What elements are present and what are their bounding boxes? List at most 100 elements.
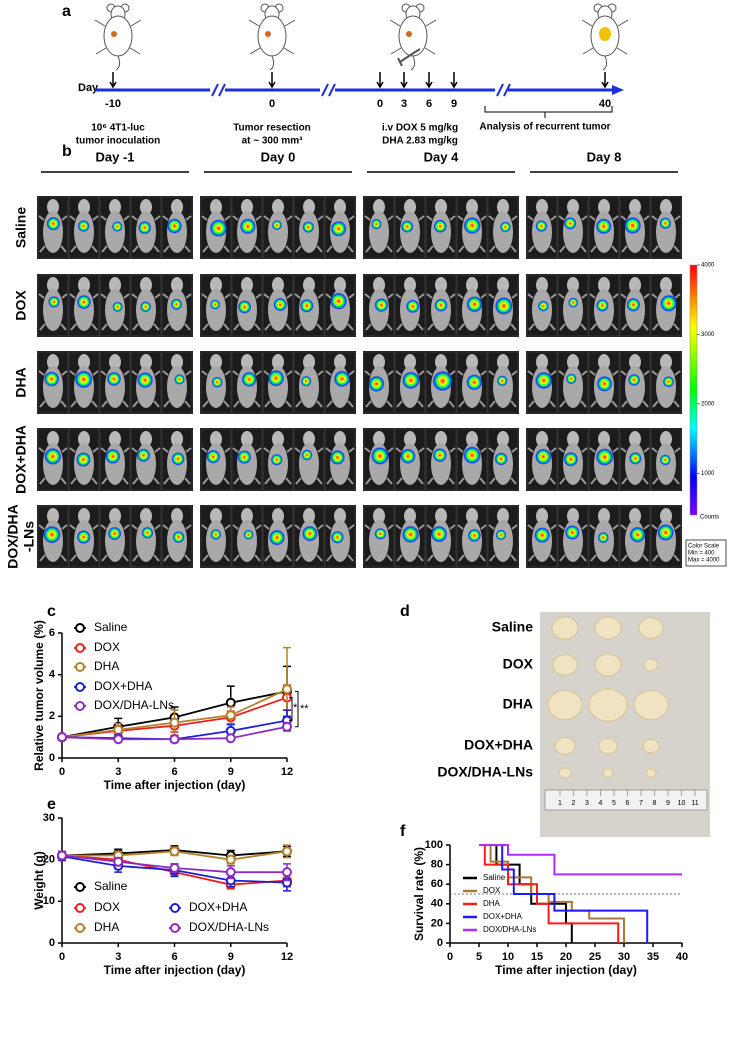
mouse-head [334, 354, 346, 370]
data-point [169, 863, 180, 873]
mouse-body [563, 289, 583, 331]
legend-marker [170, 923, 180, 933]
x-tick-label: 40 [676, 951, 688, 963]
mouse-frame [557, 505, 589, 568]
x-tick-label: 6 [171, 766, 177, 778]
x-tick-label: 12 [281, 951, 293, 963]
mouse-head [404, 277, 416, 293]
mouse-head [334, 431, 346, 447]
mouse-body [237, 520, 257, 562]
luminescence-spot [662, 376, 675, 388]
mouse-head [109, 508, 121, 524]
mouse-limbs [527, 447, 557, 485]
mouse-limbs [201, 293, 231, 331]
luminescence-spot [659, 217, 672, 230]
x-tick-label: 15 [531, 951, 543, 963]
mouse-head [567, 277, 579, 293]
mouse-limbs [232, 447, 262, 485]
mouse-frame [425, 505, 457, 568]
mouse-limbs [395, 447, 425, 485]
mouse-frame [200, 274, 232, 337]
mouse-body [206, 443, 226, 485]
timeline-tick-arrow [268, 72, 276, 89]
mouse-head [629, 199, 641, 215]
mouse-body [206, 289, 226, 331]
mouse-head [334, 277, 346, 293]
mouse-limbs [294, 370, 324, 408]
annotation: ** [300, 703, 309, 715]
mouse-head [567, 354, 579, 370]
x-tick-label: 12 [281, 766, 293, 778]
y-axis-label: Survival rate (%) [412, 847, 426, 941]
mouse-frame [619, 274, 651, 337]
legend-label: DOX/DHA-LNs [189, 920, 269, 934]
mouse-head [629, 508, 641, 524]
timeline-label: Day [78, 82, 99, 94]
mouse-head [497, 277, 509, 293]
tumor [558, 767, 572, 779]
luminescence-spot [243, 529, 254, 540]
axis-break [211, 83, 226, 97]
x-tick-label: 0 [447, 951, 453, 963]
mouse-head [140, 277, 152, 293]
mouse-limbs [263, 215, 293, 253]
mouse-limbs [620, 370, 650, 408]
luminescence-spot [597, 531, 609, 544]
mouse-head [373, 199, 385, 215]
legend-marker [75, 662, 85, 672]
mouse-body [398, 15, 428, 57]
mouse-head [210, 354, 222, 370]
mouse-limbs [100, 524, 130, 562]
timeline-tick-label: 40 [599, 98, 611, 110]
mouse-limbs [162, 524, 192, 562]
mouse-frame [487, 196, 519, 259]
mouse-body [656, 366, 676, 408]
mouse-frame [200, 196, 232, 259]
luminescence-spot [239, 218, 256, 235]
mouse-frame [363, 505, 395, 568]
luminescence-spot [269, 529, 285, 546]
mouse-head [47, 354, 59, 370]
mouse-limbs [389, 19, 437, 71]
mouse-frame [262, 505, 294, 568]
mouse-limbs [131, 293, 161, 331]
mouse-frame [130, 274, 162, 337]
panel-label: f [400, 823, 406, 840]
mouse-limbs [651, 447, 681, 485]
mouse-frame [262, 428, 294, 491]
mouse-frame [37, 274, 69, 337]
mouse-limbs [263, 524, 293, 562]
mouse-limbs [100, 370, 130, 408]
mouse-head [334, 508, 346, 524]
mouse-frame [231, 351, 263, 414]
ruler-number: 6 [626, 800, 630, 807]
legend-label: DOX+DHA [94, 679, 152, 693]
mouse-limbs [558, 215, 588, 253]
y-tick-label: 80 [431, 859, 443, 871]
luminescence-spot [563, 217, 577, 230]
mouse-frame [130, 428, 162, 491]
luminescence-spot [209, 219, 228, 238]
mouse-limbs [589, 215, 619, 253]
axis-break [496, 83, 511, 97]
mouse-head [629, 431, 641, 447]
ruler-number: 7 [639, 800, 643, 807]
mouse-head [171, 199, 183, 215]
mouse-drawing [581, 3, 629, 71]
mouse-head [466, 277, 478, 293]
mouse-limbs [488, 215, 518, 253]
luminescence-spot [495, 529, 507, 541]
mouse-frame [557, 428, 589, 491]
mouse-body [299, 366, 319, 408]
legend-label: DHA [483, 899, 501, 908]
mouse-frame [68, 505, 100, 568]
x-axis-label: Time after injection (day) [104, 778, 246, 792]
luminescence-spot [466, 374, 483, 391]
row-label: Saline [492, 619, 533, 635]
mouse-limbs [201, 447, 231, 485]
mouse-head [598, 199, 610, 215]
luminescence-spot [432, 370, 453, 392]
colorbar-tick-label: 1000 [701, 471, 715, 477]
mouse-limbs [488, 293, 518, 331]
tumor-spot [406, 31, 412, 37]
